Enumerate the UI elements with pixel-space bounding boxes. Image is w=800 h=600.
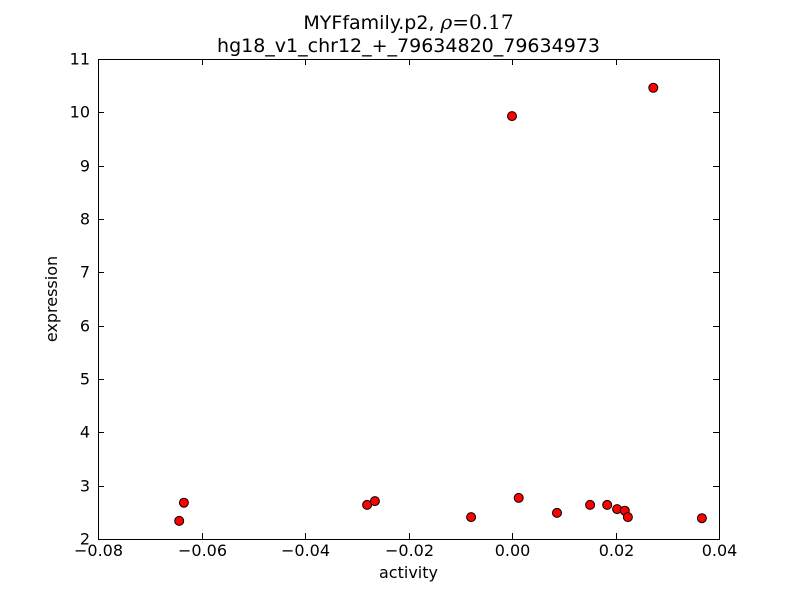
x-tick-label: −0.08: [74, 541, 123, 560]
data-point: [552, 507, 562, 518]
x-tick-label: 0.02: [599, 541, 635, 560]
y-tick-label: 9: [80, 157, 90, 176]
y-axis-label: expression: [42, 256, 61, 342]
y-tick-label: 4: [80, 423, 90, 442]
data-point: [369, 496, 380, 507]
x-tick-label: −0.04: [281, 541, 330, 560]
data-point: [174, 515, 185, 526]
data-point: [622, 512, 633, 523]
data-point: [466, 512, 477, 523]
rho-symbol: ρ: [440, 10, 453, 34]
data-point: [585, 499, 596, 510]
y-tick-label: 5: [80, 370, 90, 389]
chart-title: MYFfamily.p2, ρ=0.17: [98, 11, 719, 35]
data-point: [602, 499, 613, 510]
data-point: [696, 513, 707, 524]
x-axis-label: activity: [379, 563, 438, 582]
y-tick-label: 7: [80, 263, 90, 282]
y-tick-label: 6: [80, 317, 90, 336]
chart-subtitle: hg18_v1_chr12_+_79634820_79634973: [217, 35, 600, 57]
chart-title-block: MYFfamily.p2, ρ=0.17 hg18_v1_chr12_+_796…: [98, 11, 719, 58]
y-tick-label: 8: [80, 210, 90, 229]
plot-frame: [98, 59, 720, 540]
data-point: [507, 111, 517, 122]
chart-title-text: MYFfamily.p2,: [303, 12, 441, 34]
data-point: [513, 492, 524, 503]
data-point: [648, 82, 659, 93]
x-tick-label: 0.00: [495, 541, 531, 560]
y-tick-label: 11: [70, 50, 90, 69]
y-tick-label: 10: [70, 103, 90, 122]
x-tick-label: 0.04: [702, 541, 738, 560]
y-tick-label: 2: [80, 530, 90, 549]
x-tick-label: −0.02: [385, 541, 434, 560]
rho-value: =0.17: [452, 10, 514, 34]
y-tick-label: 3: [80, 477, 90, 496]
data-point: [178, 497, 189, 508]
data-point: [362, 499, 373, 510]
x-tick-label: −0.06: [178, 541, 227, 560]
